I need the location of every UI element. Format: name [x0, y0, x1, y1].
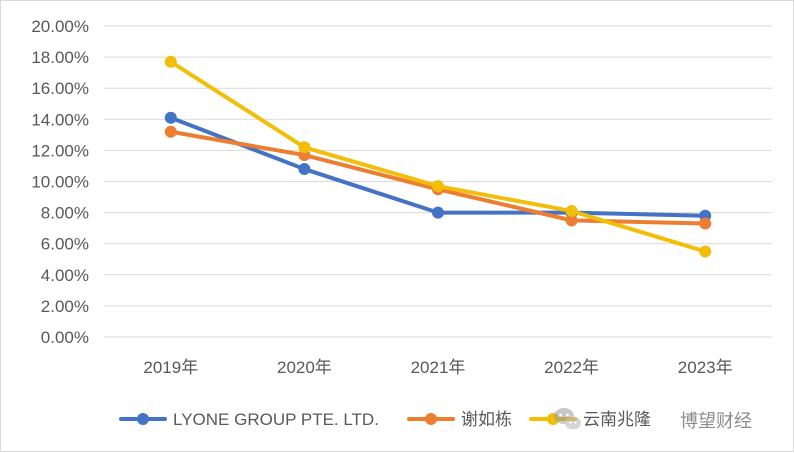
- y-tick-label: 4.00%: [41, 266, 89, 285]
- y-axis-ticks: 0.00% 2.00% 4.00% 6.00% 8.00% 10.00% 12.00% 14.…: [31, 17, 89, 347]
- y-tick-label: 12.00%: [31, 141, 89, 160]
- data-point: [565, 214, 578, 227]
- y-tick-label: 0.00%: [41, 328, 89, 347]
- legend-label: 云南兆隆: [583, 410, 651, 429]
- x-axis-ticks: 2019年 2020年 2021年 2022年 2023年: [143, 358, 732, 377]
- data-point: [565, 205, 578, 218]
- x-tick-label: 2022年: [544, 358, 599, 377]
- y-tick-label: 10.00%: [31, 173, 89, 192]
- y-tick-label: 18.00%: [31, 48, 89, 67]
- data-point: [164, 111, 177, 124]
- legend-swatch-marker: [425, 413, 437, 425]
- data-point: [298, 163, 311, 176]
- data-point: [298, 141, 311, 154]
- y-tick-label: 2.00%: [41, 297, 89, 316]
- y-tick-label: 14.00%: [31, 110, 89, 129]
- legend-item: 云南兆隆: [529, 410, 651, 429]
- data-point: [164, 55, 177, 68]
- series-3: [164, 55, 712, 258]
- watermark-text: 博望财经: [680, 411, 752, 431]
- x-tick-label: 2021年: [411, 358, 466, 377]
- legend-item: 谢如栋: [407, 410, 512, 429]
- watermark: 博望财经: [554, 408, 752, 431]
- x-tick-label: 2019年: [143, 358, 198, 377]
- y-tick-label: 8.00%: [41, 204, 89, 223]
- legend-label: 谢如栋: [461, 410, 512, 429]
- data-point: [699, 245, 712, 258]
- x-tick-label: 2023年: [678, 358, 733, 377]
- series-1: [164, 111, 712, 222]
- y-tick-label: 16.00%: [31, 79, 89, 98]
- data-point: [164, 125, 177, 138]
- y-tick-label: 6.00%: [41, 235, 89, 254]
- data-point: [432, 180, 444, 193]
- wechat-icon: [554, 408, 581, 430]
- series-line: [168, 115, 708, 218]
- legend-swatch-marker: [137, 413, 149, 425]
- series-lines: [164, 55, 712, 258]
- legend-item: LYONE GROUP PTE. LTD.: [119, 410, 379, 429]
- legend-label: LYONE GROUP PTE. LTD.: [173, 410, 379, 429]
- data-point: [699, 217, 712, 230]
- legend: LYONE GROUP PTE. LTD. 谢如栋 云南兆隆: [119, 410, 651, 429]
- x-tick-label: 2020年: [277, 358, 332, 377]
- y-tick-label: 20.00%: [31, 17, 89, 36]
- data-point: [432, 206, 444, 219]
